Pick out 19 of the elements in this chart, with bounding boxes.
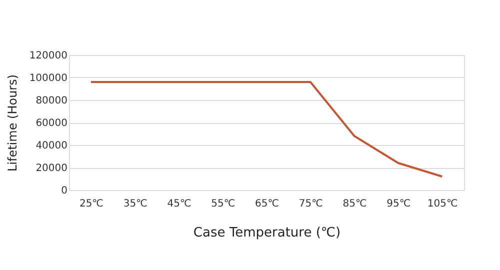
y-tick-label: 120000 [29, 50, 68, 62]
y-tick-label: 80000 [36, 96, 68, 106]
y-tick-label: 100000 [29, 73, 68, 84]
x-tick-label: 65℃ [255, 198, 279, 210]
x-tick-label: 45℃ [167, 198, 192, 210]
x-axis-title: Case Temperature (℃) [193, 226, 341, 240]
x-tick-label: 85℃ [342, 198, 367, 210]
x-tick-label: 75℃ [298, 198, 323, 210]
line-series [90, 81, 444, 178]
x-tick-label: 55℃ [211, 198, 236, 210]
x-tick-label: 95℃ [386, 198, 411, 210]
y-axis-title: Lifetime (Hours) [5, 74, 20, 172]
y-tick-label: 40000 [36, 140, 68, 152]
y-tick-label: 60000 [36, 118, 68, 129]
y-tick-label: 0 [61, 186, 68, 196]
x-tick-label: 35℃ [123, 198, 148, 210]
x-tick-label: 25℃ [79, 198, 104, 210]
y-tick-label: 20000 [36, 163, 68, 174]
x-tick-label: 105℃ [427, 198, 458, 210]
